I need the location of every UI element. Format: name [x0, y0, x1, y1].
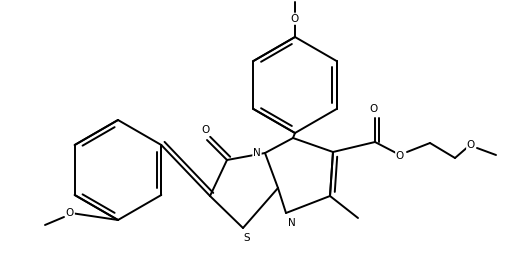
- Text: O: O: [369, 104, 377, 114]
- Text: O: O: [395, 151, 403, 161]
- Text: O: O: [201, 125, 210, 135]
- Text: O: O: [201, 125, 210, 135]
- Text: N: N: [252, 148, 261, 158]
- Text: N: N: [252, 148, 261, 158]
- Text: O: O: [290, 14, 298, 24]
- Text: S: S: [243, 233, 250, 243]
- Text: O: O: [466, 140, 474, 150]
- Text: O: O: [290, 14, 298, 24]
- Text: O: O: [66, 208, 74, 218]
- Text: O: O: [369, 104, 377, 114]
- Text: O: O: [66, 208, 74, 218]
- Text: S: S: [243, 233, 250, 243]
- Text: N: N: [287, 218, 295, 228]
- Text: N: N: [287, 218, 295, 228]
- Text: O: O: [466, 140, 474, 150]
- Text: O: O: [395, 151, 403, 161]
